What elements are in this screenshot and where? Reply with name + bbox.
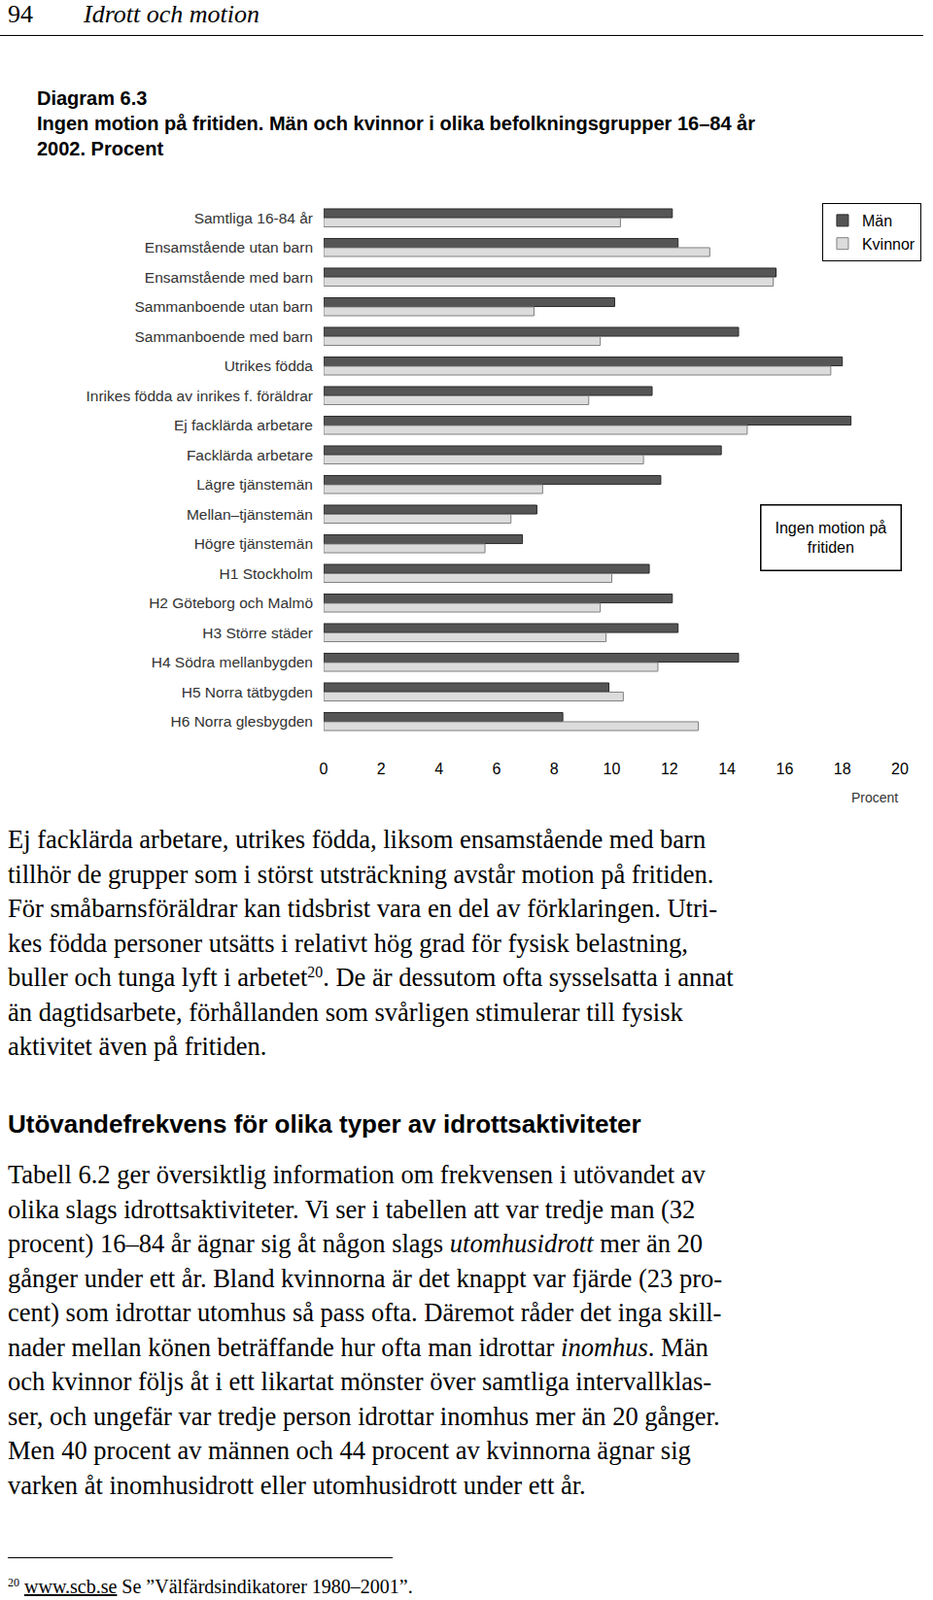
svg-text:0: 0 [319, 760, 329, 778]
svg-text:H3 Större städer: H3 Större städer [202, 624, 313, 642]
svg-text:14: 14 [718, 760, 736, 778]
svg-text:6: 6 [491, 760, 501, 778]
svg-text:Samtliga 16-84 år: Samtliga 16-84 år [194, 209, 313, 227]
html-text:varken åt inomhusidrott eller: varken åt inomhusidrott eller utomhusidr… [7, 1470, 586, 1501]
html-text:2002. Procent: 2002. Procent [36, 138, 164, 160]
svg-text:Sammanboende utan barn: Sammanboende utan barn [134, 298, 313, 315]
html-text:aktivitet även på fritiden.: aktivitet även på fritiden. [7, 1032, 267, 1062]
html-text:94: 94 [7, 0, 34, 29]
svg-text:H4 Södra mellanbygden: H4 Södra mellanbygden [151, 654, 313, 671]
svg-text:Män: Män [862, 212, 893, 230]
html-text:Diagram 6.3: Diagram 6.3 [36, 87, 148, 109]
html-text:Men 40 procent av männen och 4: Men 40 procent av männen och 44 procent … [7, 1436, 691, 1466]
svg-text:20: 20 [891, 760, 909, 778]
svg-text:Inrikes födda av inrikes f. fö: Inrikes födda av inrikes f. föräldrar [86, 387, 313, 405]
html-text:kes födda personer utsätts i r: kes födda personer utsätts i relativt hö… [7, 928, 688, 958]
svg-text:Ensamstående utan barn: Ensamstående utan barn [144, 239, 313, 256]
svg-text:Ensamstående med barn: Ensamstående med barn [144, 269, 313, 286]
svg-text:Procent: Procent [851, 790, 899, 806]
html-text:Ej facklärda arbetare, utrikes: Ej facklärda arbetare, utrikes födda, li… [7, 825, 706, 855]
svg-text:16: 16 [776, 760, 795, 778]
svg-text:H5 Norra tätbygden: H5 Norra tätbygden [181, 684, 313, 701]
html-text:20 www.scb.se Se ”Välfärdsindi: 20 www.scb.se Se ”Välfärdsindikatorer 19… [7, 1576, 413, 1598]
html-text:För småbarnsföräldrar kan tids: För småbarnsföräldrar kan tidsbrist vara… [7, 894, 718, 924]
svg-text:Högre tjänstemän: Högre tjänstemän [194, 535, 313, 553]
svg-text:Mellan–tjänstemän: Mellan–tjänstemän [186, 506, 313, 523]
html-text:Idrott och motion: Idrott och motion [83, 0, 260, 29]
svg-text:Lägre tjänstemän: Lägre tjänstemän [196, 476, 313, 493]
svg-text:H6 Norra glesbygden: H6 Norra glesbygden [171, 713, 313, 730]
svg-text:Ingen motion påfritiden: Ingen motion påfritiden [775, 519, 888, 557]
svg-text:Sammanboende med barn: Sammanboende med barn [134, 328, 313, 346]
html-text:gånger under ett år. Bland kvi: gånger under ett år. Bland kvinnorna är … [7, 1263, 723, 1294]
html-text:nader mellan könen beträffande: nader mellan könen beträffande hur ofta … [7, 1332, 709, 1363]
svg-text:Ej facklärda arbetare: Ej facklärda arbetare [173, 416, 313, 434]
html-text:buller och tunga lyft i arbete: buller och tunga lyft i arbetet20. De är… [7, 963, 734, 993]
html-text:Utövandefrekvens för olika typ: Utövandefrekvens för olika typer av idro… [7, 1109, 642, 1140]
html-text:cent) som idrottar utomhus så: cent) som idrottar utomhus så pass ofta.… [7, 1298, 722, 1328]
svg-text:H1 Stockholm: H1 Stockholm [219, 565, 313, 583]
html-text:än dagtidsarbete, förhållanden: än dagtidsarbete, förhållanden som svårl… [7, 997, 683, 1027]
svg-text:Kvinnor: Kvinnor [862, 236, 916, 253]
svg-text:H2 Göteborg och Malmö: H2 Göteborg och Malmö [148, 594, 313, 612]
svg-text:4: 4 [434, 760, 444, 778]
svg-text:8: 8 [550, 760, 559, 778]
html-text:procent) 16–84 år ägnar sig åt: procent) 16–84 år ägnar sig åt någon sla… [7, 1229, 703, 1259]
html-text:Ingen motion på fritiden. Män: Ingen motion på fritiden. Män och kvinno… [36, 112, 756, 135]
html-text:ser, och ungefär var tredje pe: ser, och ungefär var tredje person idrot… [7, 1401, 720, 1432]
svg-text:Utrikes födda: Utrikes födda [224, 357, 314, 375]
svg-text:18: 18 [833, 760, 852, 778]
html-text:tillhör de grupper som i störs: tillhör de grupper som i störst utsträck… [7, 859, 714, 889]
svg-text:Facklärda arbetare: Facklärda arbetare [186, 447, 313, 464]
svg-text:12: 12 [660, 760, 679, 778]
html-text:Tabell 6.2 ger översiktlig inf: Tabell 6.2 ger översiktlig information o… [7, 1160, 706, 1190]
svg-text:10: 10 [603, 760, 622, 778]
html-text:olika slags idrottsaktiviteter: olika slags idrottsaktiviteter. Vi ser i… [7, 1194, 696, 1225]
html-text:och kvinnor följs åt i ett lik: och kvinnor följs åt i ett likartat möns… [7, 1367, 712, 1397]
svg-text:2: 2 [377, 760, 386, 778]
